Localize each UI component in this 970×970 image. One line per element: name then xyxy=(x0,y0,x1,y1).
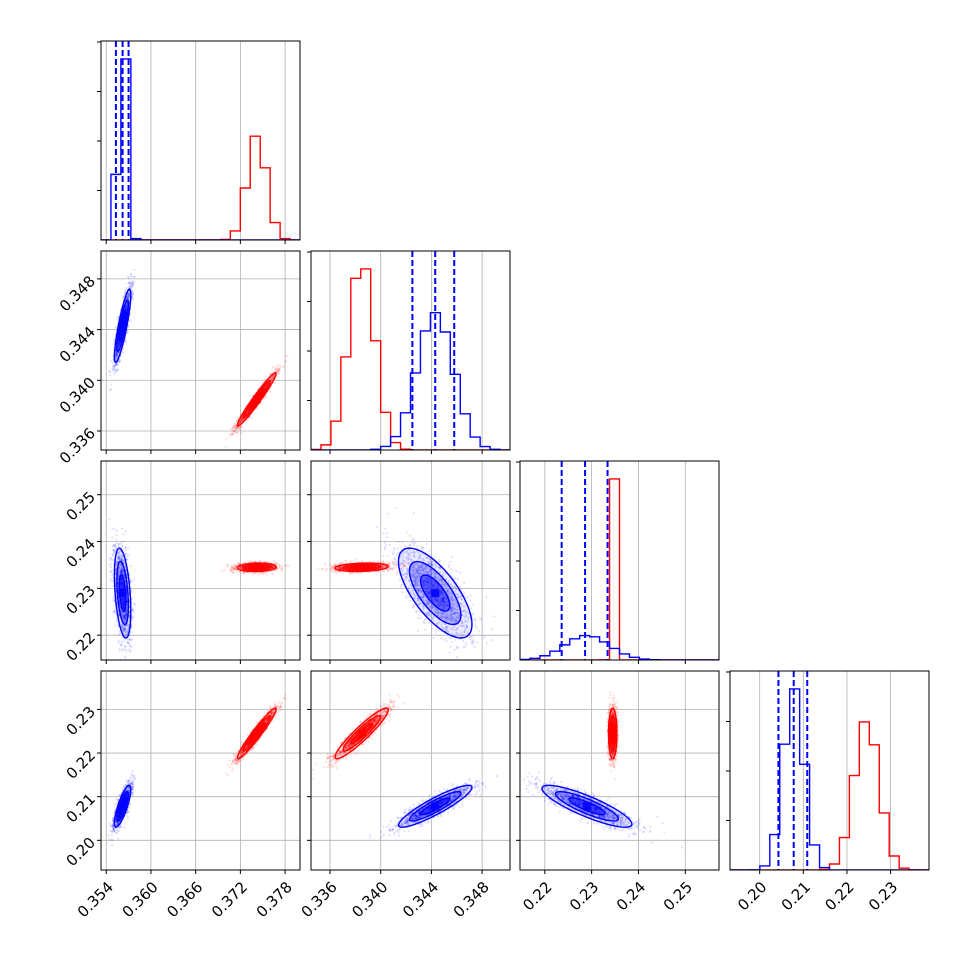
y-tick-label: 0.22 xyxy=(63,628,99,664)
density-peak xyxy=(357,729,366,738)
density-peak xyxy=(357,563,366,572)
histogram-blue xyxy=(730,688,929,870)
y-tick-label: 0.25 xyxy=(63,488,99,524)
y-tick-label: 0.22 xyxy=(63,746,99,782)
panel-frame xyxy=(310,460,511,661)
panel-3-3 xyxy=(726,670,930,874)
histogram-red xyxy=(520,478,719,660)
density-peak xyxy=(608,729,617,738)
x-tick-label: 0.348 xyxy=(450,878,493,921)
panel-0-0 xyxy=(97,40,301,244)
scatter-blue xyxy=(374,506,496,660)
histogram-red xyxy=(730,721,929,870)
y-tick-label: 0.336 xyxy=(56,424,99,467)
x-tick-label: 0.25 xyxy=(660,878,696,914)
panel-1-1 xyxy=(307,250,511,454)
panel-2-0 xyxy=(97,460,301,664)
panel-frame xyxy=(100,250,301,451)
x-tick-label: 0.378 xyxy=(253,878,296,921)
y-tick-label: 0.348 xyxy=(56,272,99,315)
x-tick-label: 0.366 xyxy=(163,878,206,921)
x-tick-label: 0.340 xyxy=(348,878,391,921)
panel-3-1 xyxy=(307,670,511,874)
panel-2-2 xyxy=(516,460,720,664)
density-peak xyxy=(252,395,261,404)
panel-frame xyxy=(310,670,511,871)
panel-3-2 xyxy=(516,670,720,874)
y-tick-label: 0.21 xyxy=(63,790,99,826)
density-peak xyxy=(431,589,440,598)
x-tick-label: 0.23 xyxy=(566,878,602,914)
x-tick-label: 0.354 xyxy=(74,878,117,921)
density-peak xyxy=(118,589,127,598)
density-peak xyxy=(252,563,261,572)
histogram-blue xyxy=(101,58,300,240)
density-peak xyxy=(431,802,440,811)
x-tick-label: 0.22 xyxy=(519,878,555,914)
x-tick-label: 0.22 xyxy=(821,878,857,914)
x-tick-label: 0.21 xyxy=(778,878,814,914)
density-peak xyxy=(582,802,591,811)
y-tick-label: 0.23 xyxy=(63,582,99,618)
panel-frame xyxy=(519,670,720,871)
x-tick-label: 0.360 xyxy=(119,878,162,921)
panel-frame xyxy=(100,460,301,661)
y-tick-label: 0.340 xyxy=(56,374,99,417)
histogram-red xyxy=(311,268,510,450)
y-tick-label: 0.20 xyxy=(63,834,99,870)
x-tick-label: 0.336 xyxy=(298,878,341,921)
x-tick-label: 0.23 xyxy=(865,878,901,914)
x-tick-label: 0.372 xyxy=(208,878,251,921)
y-tick-label: 0.23 xyxy=(63,703,99,739)
panel-1-0 xyxy=(97,250,301,454)
y-tick-label: 0.344 xyxy=(56,323,99,366)
x-tick-label: 0.20 xyxy=(734,878,770,914)
x-tick-label: 0.24 xyxy=(613,878,649,914)
panel-2-1 xyxy=(307,460,511,664)
x-tick-label: 0.344 xyxy=(399,878,442,921)
density-peak xyxy=(118,802,127,811)
density-peak xyxy=(252,729,261,738)
panel-3-0 xyxy=(97,670,301,874)
density-peak xyxy=(118,321,127,330)
y-tick-label: 0.24 xyxy=(63,535,99,571)
panel-frame xyxy=(100,670,301,871)
